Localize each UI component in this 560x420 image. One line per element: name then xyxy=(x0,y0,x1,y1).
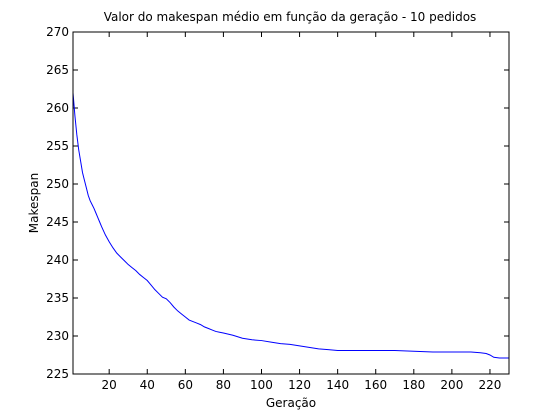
y-axis-title: Makespan xyxy=(27,173,41,233)
plot-area xyxy=(73,32,509,374)
x-tick-label: 200 xyxy=(440,378,463,392)
y-tick-label: 235 xyxy=(46,291,69,305)
x-tick-label: 60 xyxy=(178,378,193,392)
x-tick-label: 140 xyxy=(326,378,349,392)
x-tick-label: 160 xyxy=(364,378,387,392)
x-tick-label: 20 xyxy=(102,378,117,392)
y-tick-label: 230 xyxy=(46,329,69,343)
x-tick-label: 40 xyxy=(140,378,155,392)
y-tick-label: 240 xyxy=(46,253,69,267)
makespan-series-line xyxy=(72,92,509,359)
y-tick-label: 265 xyxy=(46,63,69,77)
plot-frame xyxy=(72,31,510,375)
y-tick-label: 270 xyxy=(46,25,69,39)
x-tick-label: 220 xyxy=(479,378,502,392)
x-tick-label: 120 xyxy=(288,378,311,392)
y-tick-label: 250 xyxy=(46,177,69,191)
y-tick-label: 255 xyxy=(46,139,69,153)
x-tick-label: 180 xyxy=(402,378,425,392)
y-tick-label: 260 xyxy=(46,101,69,115)
y-tick-label: 225 xyxy=(46,367,69,381)
x-tick-label: 80 xyxy=(216,378,231,392)
y-tick-label: 245 xyxy=(46,215,69,229)
chart-title: Valor do makespan médio em função da ger… xyxy=(104,10,477,24)
x-tick-label: 100 xyxy=(250,378,273,392)
axis-ticks: 20 40 60 80 100 120 140 160 180 200 220 225 230 235 24… xyxy=(46,25,509,392)
x-axis-title: Geração xyxy=(266,396,316,410)
